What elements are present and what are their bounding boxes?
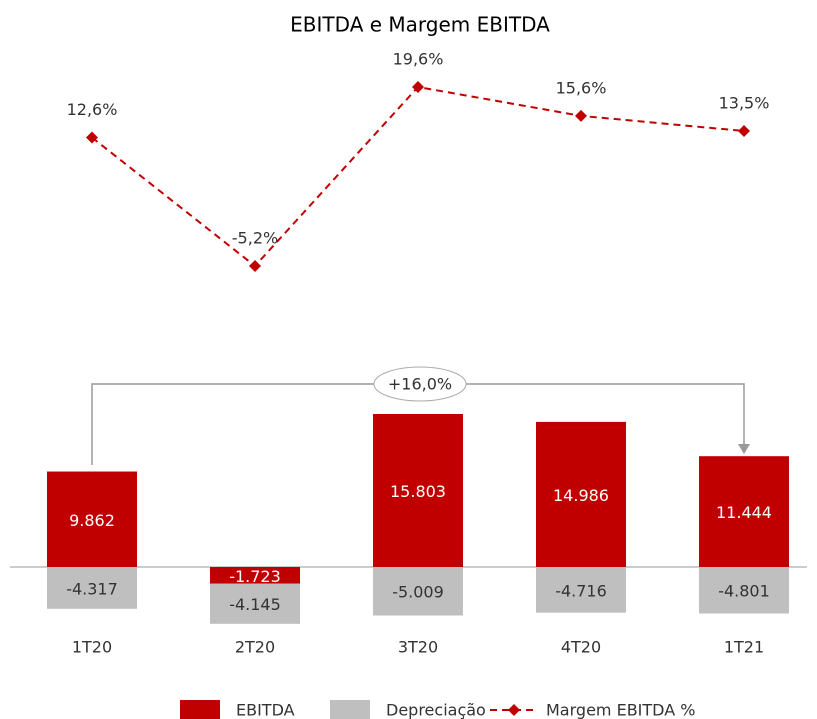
legend-marker — [508, 704, 520, 716]
bar — [210, 583, 300, 624]
value-label: 15,6% — [556, 78, 607, 97]
annotation-text: +16,0% — [388, 375, 452, 394]
value-label: 9.862 — [69, 511, 115, 530]
marker — [738, 125, 750, 138]
legend-label: Depreciação — [386, 701, 486, 719]
annotation-bubble — [373, 366, 467, 402]
legend-swatch — [180, 700, 220, 719]
x-tick-label: 2T20 — [235, 638, 275, 657]
value-label: 13,5% — [719, 94, 770, 113]
annotation-arrowhead — [738, 444, 750, 454]
chart-title: EBITDA e Margem EBITDA — [290, 13, 550, 37]
value-label: -4.716 — [555, 581, 607, 600]
marker — [86, 131, 98, 144]
annotation: +16,0% — [91, 366, 750, 465]
x-tick-label: 1T20 — [72, 638, 112, 657]
bar — [47, 471, 137, 567]
value-label: 19,6% — [393, 50, 444, 69]
legend-label: EBITDA — [236, 701, 295, 719]
value-label: -5.009 — [392, 583, 444, 602]
marker — [575, 109, 587, 122]
bar — [699, 567, 789, 614]
value-label: -1.723 — [229, 567, 281, 586]
bar — [536, 421, 626, 567]
legend-swatch — [330, 700, 370, 719]
legend-label: Margem EBITDA % — [546, 701, 695, 719]
marker — [412, 81, 424, 93]
value-label: -5,2% — [232, 229, 278, 248]
x-tick-label: 3T20 — [398, 638, 438, 657]
bar — [536, 567, 626, 613]
bar — [699, 456, 789, 567]
x-tick-label: 1T21 — [724, 638, 764, 657]
bar — [373, 414, 463, 567]
value-label: -4.801 — [718, 582, 770, 601]
value-label: -4.317 — [66, 579, 118, 598]
bar — [210, 567, 300, 584]
value-label: -4.145 — [229, 595, 281, 614]
value-label: 15.803 — [390, 482, 446, 501]
bar — [47, 567, 137, 609]
x-tick-label: 4T20 — [561, 638, 601, 657]
value-label: 12,6% — [67, 100, 118, 119]
value-label: 11.444 — [716, 503, 772, 522]
marker — [249, 260, 261, 272]
line — [91, 85, 745, 268]
value-label: 14.986 — [553, 486, 609, 505]
bar — [373, 567, 463, 616]
